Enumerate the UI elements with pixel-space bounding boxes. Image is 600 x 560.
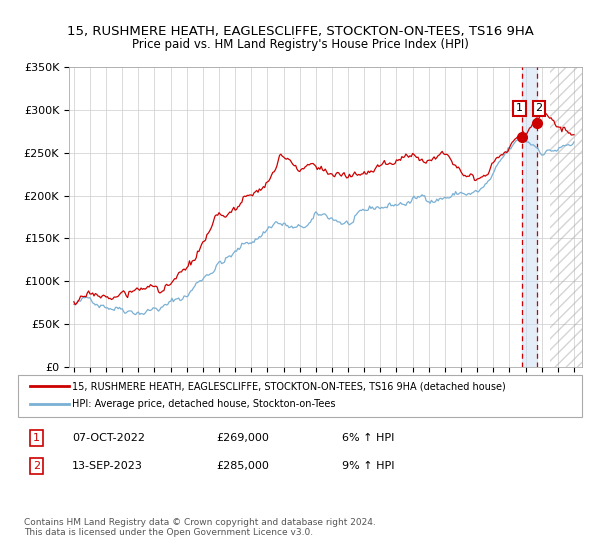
Text: HPI: Average price, detached house, Stockton-on-Tees: HPI: Average price, detached house, Stoc… (72, 399, 335, 409)
Text: Contains HM Land Registry data © Crown copyright and database right 2024.
This d: Contains HM Land Registry data © Crown c… (24, 518, 376, 538)
Text: 9% ↑ HPI: 9% ↑ HPI (342, 461, 395, 471)
Text: 1: 1 (516, 103, 523, 113)
Text: 07-OCT-2022: 07-OCT-2022 (72, 433, 145, 443)
Text: 1: 1 (33, 433, 40, 443)
Bar (522, 67, 537, 367)
Bar (550, 67, 582, 367)
Text: 2: 2 (33, 461, 40, 471)
Text: 15, RUSHMERE HEATH, EAGLESCLIFFE, STOCKTON-ON-TEES, TS16 9HA (detached house): 15, RUSHMERE HEATH, EAGLESCLIFFE, STOCKT… (72, 381, 506, 391)
Text: 6% ↑ HPI: 6% ↑ HPI (342, 433, 394, 443)
Text: 2: 2 (536, 103, 542, 113)
Text: 13-SEP-2023: 13-SEP-2023 (72, 461, 143, 471)
Text: £269,000: £269,000 (216, 433, 269, 443)
Text: Price paid vs. HM Land Registry's House Price Index (HPI): Price paid vs. HM Land Registry's House … (131, 38, 469, 51)
Text: 15, RUSHMERE HEATH, EAGLESCLIFFE, STOCKTON-ON-TEES, TS16 9HA: 15, RUSHMERE HEATH, EAGLESCLIFFE, STOCKT… (67, 25, 533, 38)
Text: £285,000: £285,000 (216, 461, 269, 471)
